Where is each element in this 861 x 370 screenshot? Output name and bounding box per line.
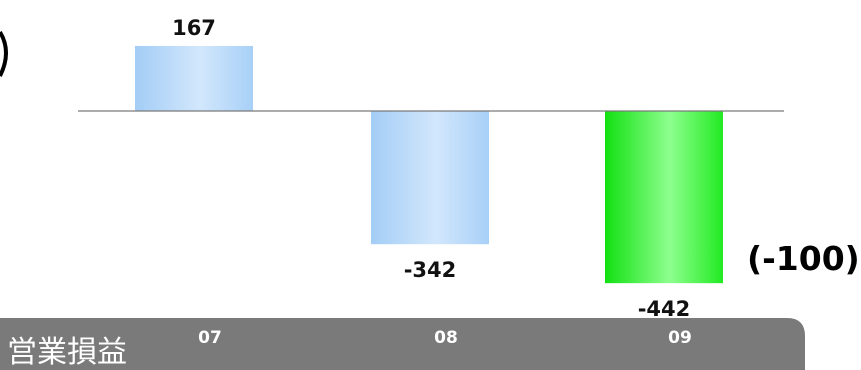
data-label-09: -442	[638, 297, 691, 321]
bar-09	[605, 111, 723, 284]
bar-07	[135, 45, 253, 111]
left-edge-paren-fragment	[0, 30, 8, 77]
data-label-08: -342	[404, 258, 457, 282]
tick-label-07: 07	[198, 328, 222, 348]
bar-08	[371, 111, 489, 245]
bars-group	[135, 45, 723, 284]
data-label-07: 167	[172, 16, 216, 40]
x-axis-title: 営業損益	[7, 335, 127, 370]
tick-label-08: 08	[434, 328, 458, 348]
tick-label-09: 09	[668, 328, 692, 348]
x-axis-band	[0, 318, 805, 370]
annotation-label: (-100)	[747, 239, 860, 278]
data-labels-group: 167 -342 -442	[172, 16, 690, 321]
tick-labels-group: 07 08 09	[198, 328, 692, 348]
